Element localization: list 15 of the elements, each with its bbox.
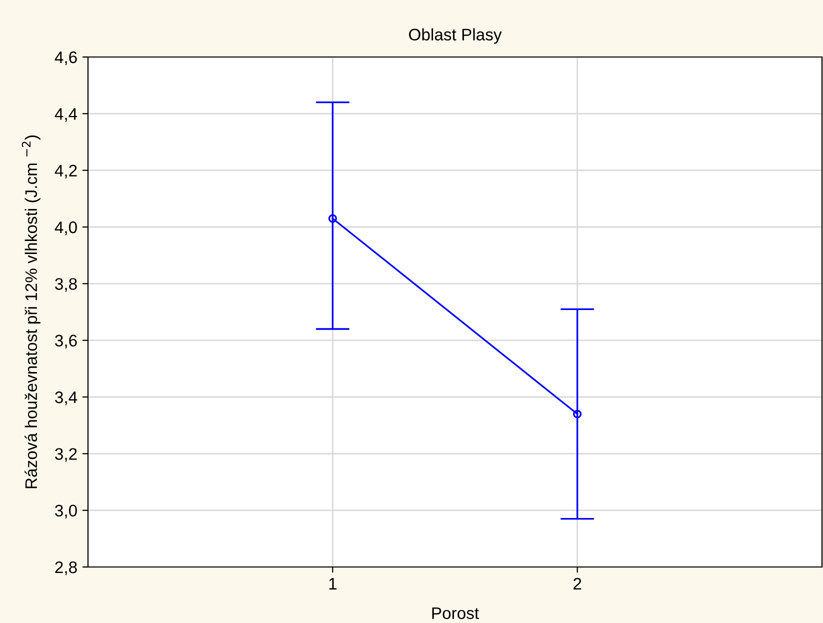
x-tick-label: 1 (329, 578, 336, 590)
chart-title: Oblast Plasy (409, 28, 502, 44)
y-tick-label: 4,0 (54, 221, 77, 236)
y-tick-label: 4,6 (54, 51, 77, 66)
y-tick-label: 4,4 (54, 108, 78, 122)
y-tick-label: 4,2 (54, 164, 77, 179)
y-tick-label: 3,0 (55, 504, 77, 519)
x-tick-label: 2 (574, 578, 582, 590)
y-tick-label: 2,8 (55, 561, 77, 576)
y-axis-title: Rázová houževnatost při 12% vlhkosti (J.cm $^{−2}$) (22, 136, 40, 488)
y-tick-label: 3,2 (55, 448, 77, 462)
y-tick-label: 3,8 (55, 278, 77, 292)
y-tick-label: 3,4 (55, 391, 78, 406)
y-tick-label: 3,6 (55, 334, 77, 349)
x-axis-title: Porost (432, 607, 479, 620)
